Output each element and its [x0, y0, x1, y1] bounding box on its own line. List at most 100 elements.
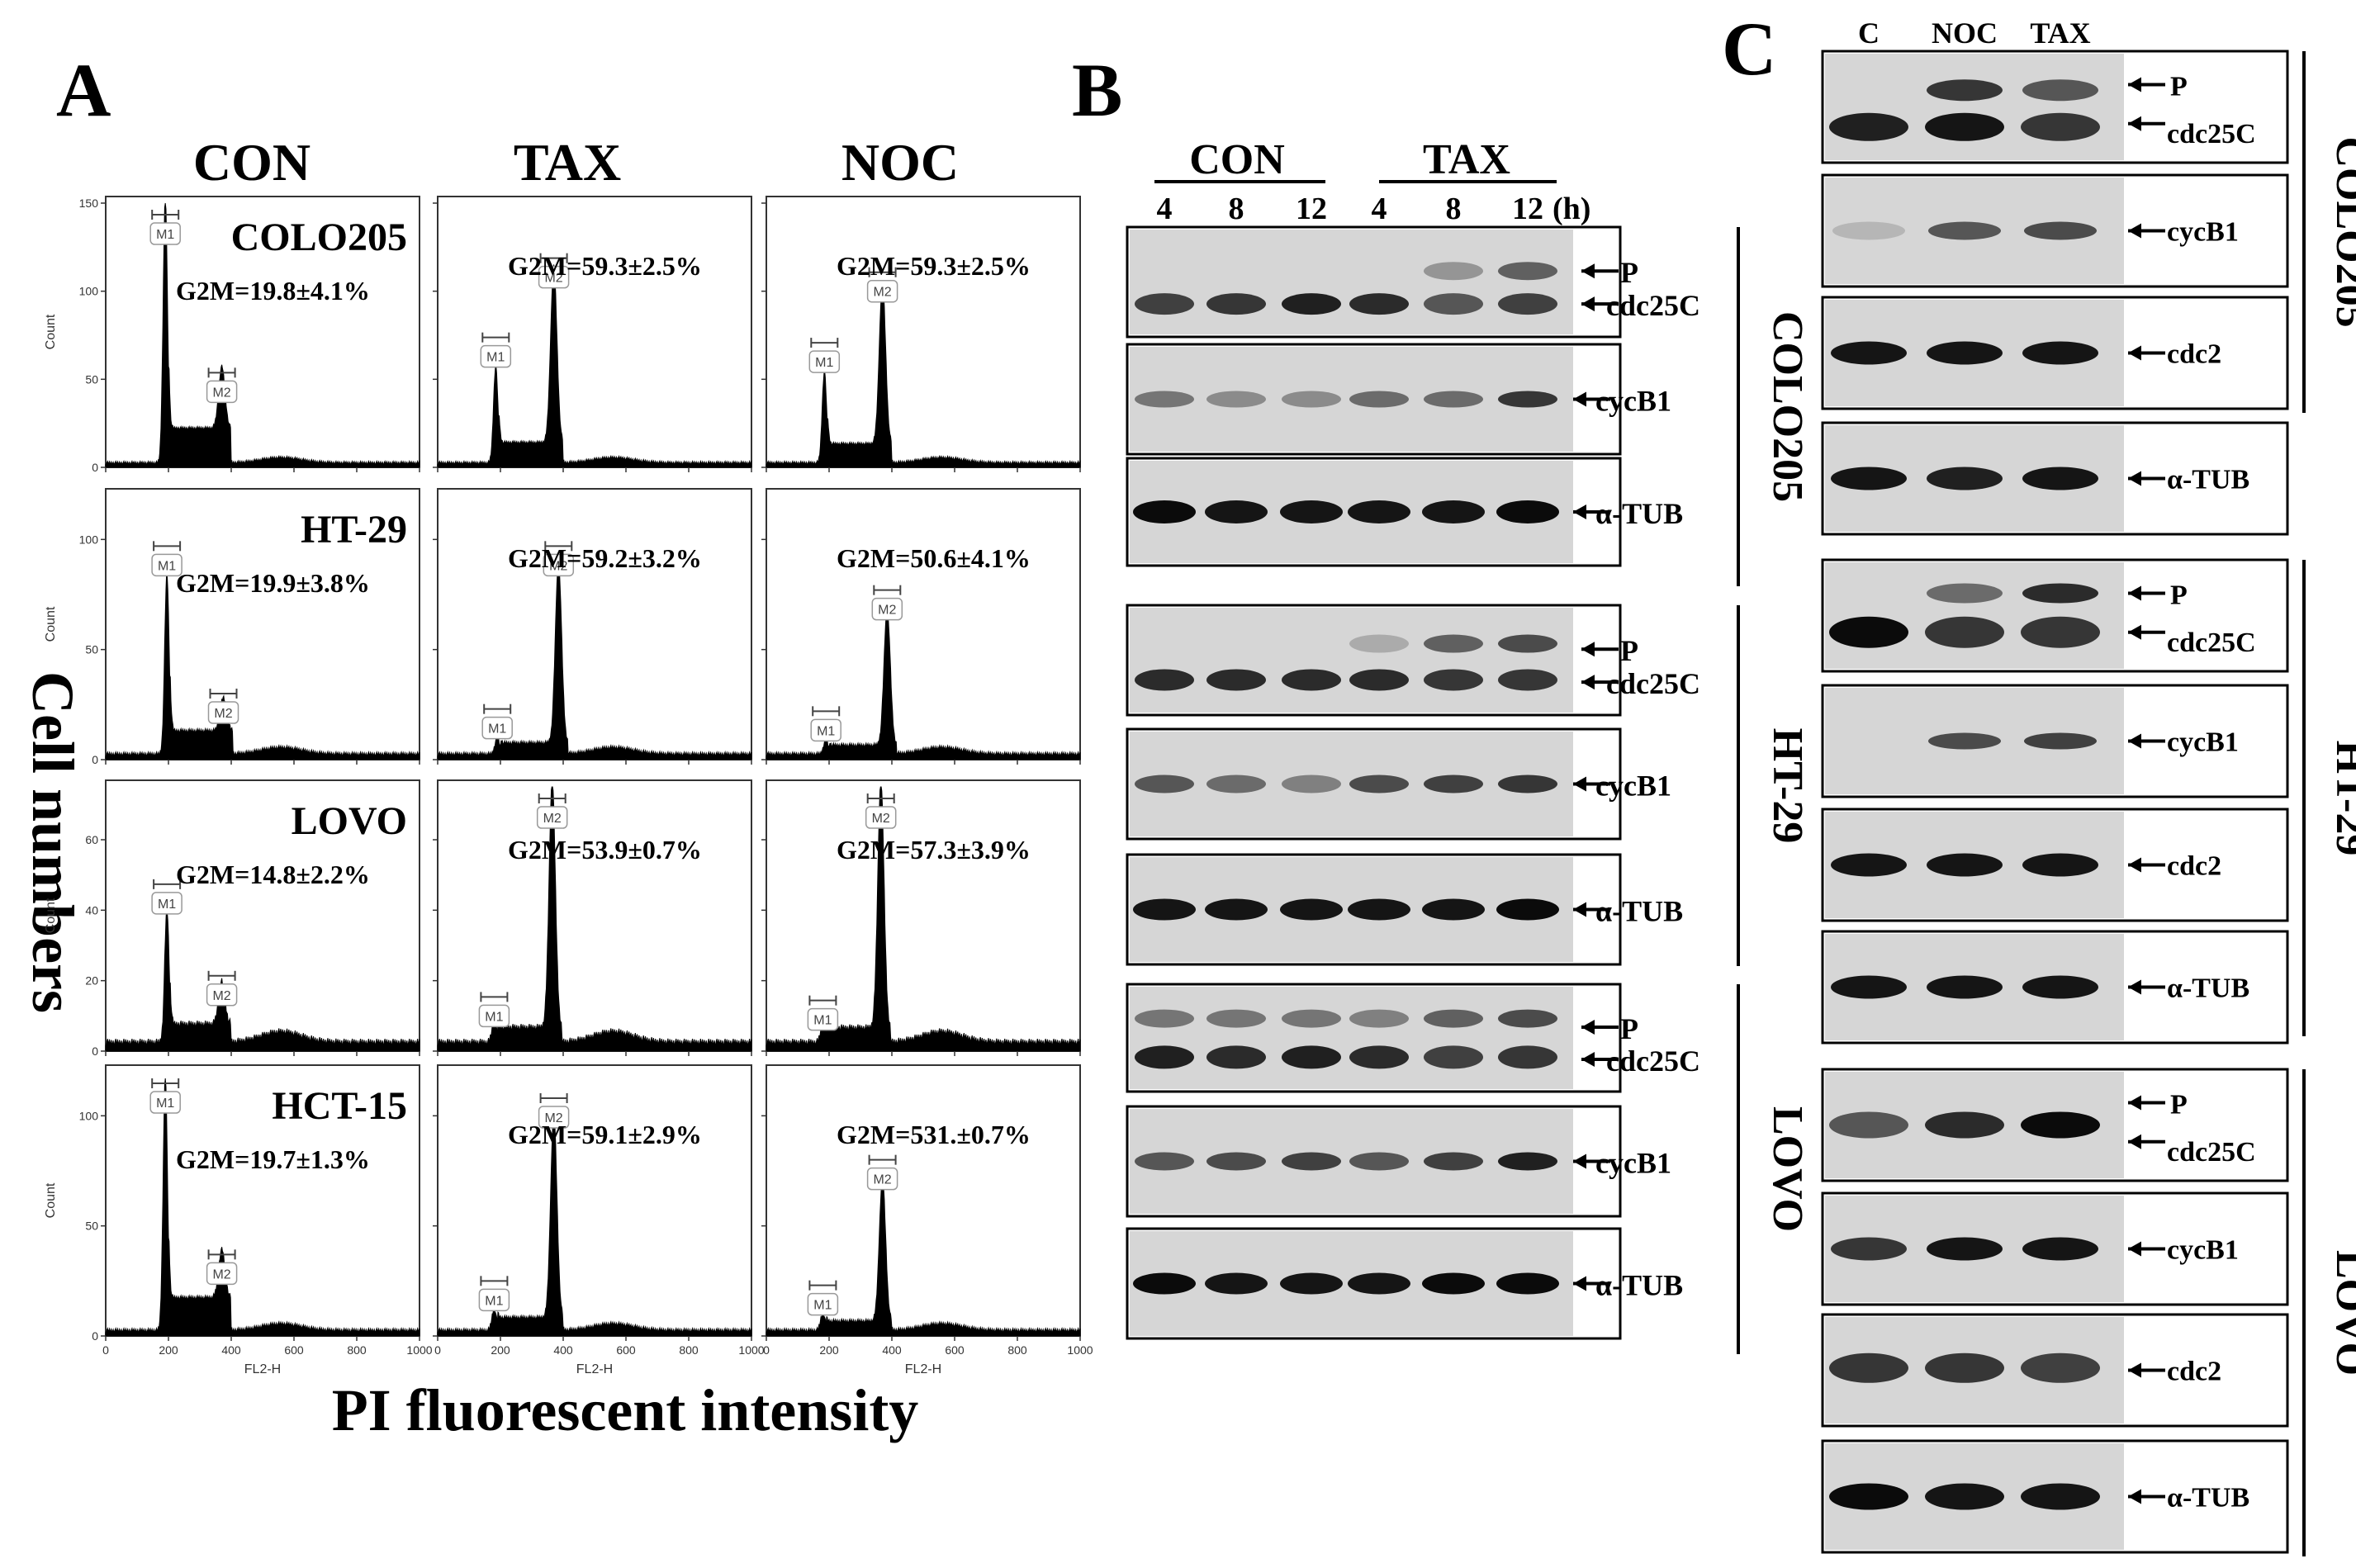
arrow-head	[2128, 1362, 2141, 1378]
band	[1133, 500, 1196, 523]
x-tick-label: 400	[553, 1343, 573, 1357]
gate-label: M1	[486, 351, 505, 365]
blot-label-p: P	[1620, 1012, 1638, 1045]
blot-b-ht-29-cdc	[1126, 604, 1622, 717]
band	[1925, 1352, 2004, 1383]
blot-c-colo205-cdc	[1821, 50, 2289, 164]
gate-label-box	[149, 222, 181, 245]
band	[1424, 1009, 1483, 1028]
x-tick-label: 400	[221, 1343, 241, 1357]
y-axis-label: Count	[44, 606, 58, 642]
band	[1422, 898, 1485, 921]
blot-label-p: P	[1620, 256, 1638, 289]
gate-label: M1	[485, 1010, 503, 1024]
band	[1206, 669, 1266, 691]
gate-label: M1	[485, 1294, 503, 1308]
g2m-percentage: G2M=14.8±2.2%	[176, 860, 370, 889]
arrow-head	[1581, 263, 1595, 279]
band	[1498, 669, 1557, 691]
x-tick-label: 1000	[1067, 1343, 1093, 1357]
histogram-area	[437, 1110, 752, 1337]
time-label: 4	[1372, 192, 1387, 226]
gate-label-box	[478, 1288, 510, 1312]
x-tick-label: 200	[159, 1343, 178, 1357]
lane-label: NOC	[1932, 17, 1998, 50]
blot-c-ht-29-cdc	[1821, 558, 2289, 673]
arrow-head	[2128, 733, 2141, 749]
band	[1498, 1009, 1557, 1028]
gate-label: M1	[156, 1097, 174, 1111]
histogram-hct-15-tax: M1 M2 0 200 400 600 800 1000 FL2-H G2M=59.1±2.9%	[433, 1064, 765, 1376]
band	[1498, 634, 1557, 653]
band	[1424, 1045, 1483, 1069]
band	[2021, 1352, 2100, 1383]
band	[1925, 616, 2004, 648]
gate-label: M2	[543, 812, 562, 826]
blot-membrane	[1130, 230, 1573, 334]
histogram-area	[437, 786, 752, 1052]
band	[2021, 616, 2100, 648]
y-tick-label: 50	[85, 372, 98, 386]
histogram-lovo-tax: M1 M2 G2M=53.9±0.7%	[433, 779, 752, 1056]
band	[1498, 262, 1557, 281]
blot-b-ht-29-cyc	[1126, 727, 1622, 841]
band	[2022, 467, 2098, 490]
g2m-percentage: G2M=57.3±3.9%	[837, 835, 1031, 865]
gate-1: M1	[151, 879, 183, 915]
arrow-head	[2128, 585, 2141, 601]
band	[1829, 616, 1908, 648]
blot-label-cycb1: cycB1	[1595, 770, 1671, 803]
gate-label-box	[807, 1292, 839, 1316]
band	[1928, 732, 2001, 750]
band	[1424, 775, 1483, 793]
gate-label-box	[865, 806, 897, 829]
cell-line-label: LOVO	[2327, 1250, 2356, 1376]
histogram-frame	[437, 196, 752, 468]
band	[1424, 634, 1483, 653]
y-tick-label: 0	[92, 753, 98, 766]
arrow-head	[2128, 1241, 2141, 1257]
blot-label-p: P	[2170, 1090, 2188, 1120]
blot-b-lovo-tub	[1126, 1227, 1622, 1340]
band	[1829, 1111, 1908, 1139]
gate-2: M2	[866, 267, 898, 303]
x-axis-title: PI fluorescent intensity	[332, 1377, 919, 1443]
blot-label-cycb1: cycB1	[2167, 727, 2239, 758]
band	[1831, 853, 1907, 877]
band	[2024, 221, 2097, 240]
band	[1349, 391, 1409, 408]
x-tick-label: 400	[882, 1343, 902, 1357]
gate-2: M2	[865, 793, 897, 829]
band	[1424, 669, 1483, 691]
band	[1205, 1272, 1268, 1295]
cell-line-label: COLO205	[1764, 311, 1811, 502]
blot-c-colo205-cyc	[1821, 173, 2289, 288]
arrow-head	[1581, 675, 1595, 690]
y-tick-label: 0	[92, 1045, 98, 1058]
band	[2021, 1483, 2100, 1510]
band	[1831, 975, 1907, 999]
column-header-noc: NOC	[841, 133, 959, 192]
band	[1925, 1483, 2004, 1510]
blot-label-tubulin: α-TUB	[2167, 465, 2249, 495]
y-tick-label: 20	[85, 974, 98, 988]
histogram-area	[105, 202, 420, 468]
band	[1280, 500, 1343, 523]
histogram-frame	[766, 488, 1081, 760]
histogram-area	[105, 1078, 420, 1337]
gate-label-box	[480, 344, 512, 368]
y-axis-label: Count	[44, 898, 58, 933]
blot-label-tubulin: α-TUB	[1595, 895, 1683, 928]
band	[1925, 112, 2004, 141]
gate-2: M2	[206, 970, 238, 1007]
blot-c-lovo-cdc	[1821, 1068, 2289, 1182]
column-header-con: CON	[193, 133, 310, 192]
g2m-percentage: G2M=59.3±2.5%	[508, 251, 702, 281]
band	[1927, 853, 2003, 877]
histogram-area	[766, 608, 1081, 760]
band	[1206, 1009, 1266, 1028]
blot-label-tubulin: α-TUB	[1595, 497, 1683, 530]
blot-b-lovo-cdc	[1126, 983, 1622, 1093]
